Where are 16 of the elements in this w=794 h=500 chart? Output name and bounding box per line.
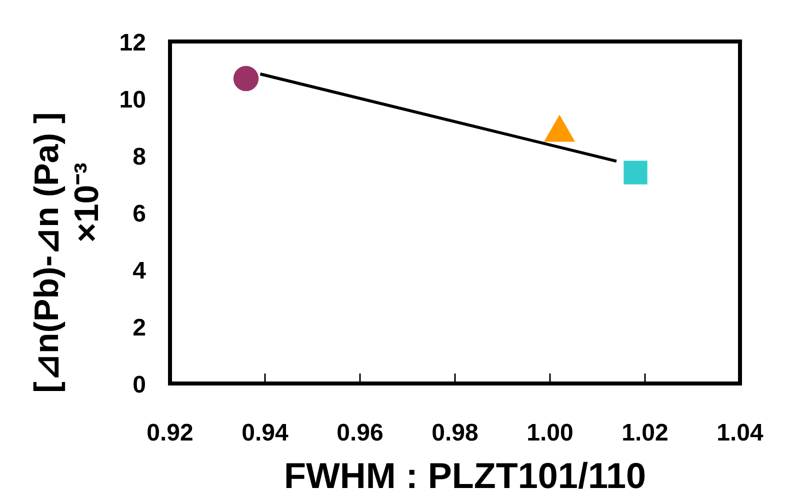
y-axis-title: [⊿n(Pb)-⊿n (Pa) ] ×10⁻³: [28, 112, 106, 393]
y-tick-label: 12: [119, 30, 146, 56]
x-tick-label: 0.96: [336, 420, 384, 446]
x-tick-label: 1.00: [526, 420, 574, 446]
x-tick-label: 0.92: [146, 420, 194, 446]
y-tick-label: 8: [132, 144, 146, 170]
x-axis-title: FWHM : PLZT101/110: [284, 455, 646, 496]
y-tick-label: 4: [132, 258, 147, 284]
x-tick-label: 1.02: [622, 420, 668, 446]
y-tick-label: 10: [119, 86, 146, 114]
y-tick-label: 2: [132, 314, 146, 342]
x-tick-label: 0.94: [242, 420, 290, 446]
x-tick-label: 1.04: [716, 420, 764, 446]
x-tick-label: 0.98: [432, 420, 478, 446]
y-tick-label: 6: [132, 200, 146, 228]
y-tick-label: 0: [132, 372, 146, 398]
